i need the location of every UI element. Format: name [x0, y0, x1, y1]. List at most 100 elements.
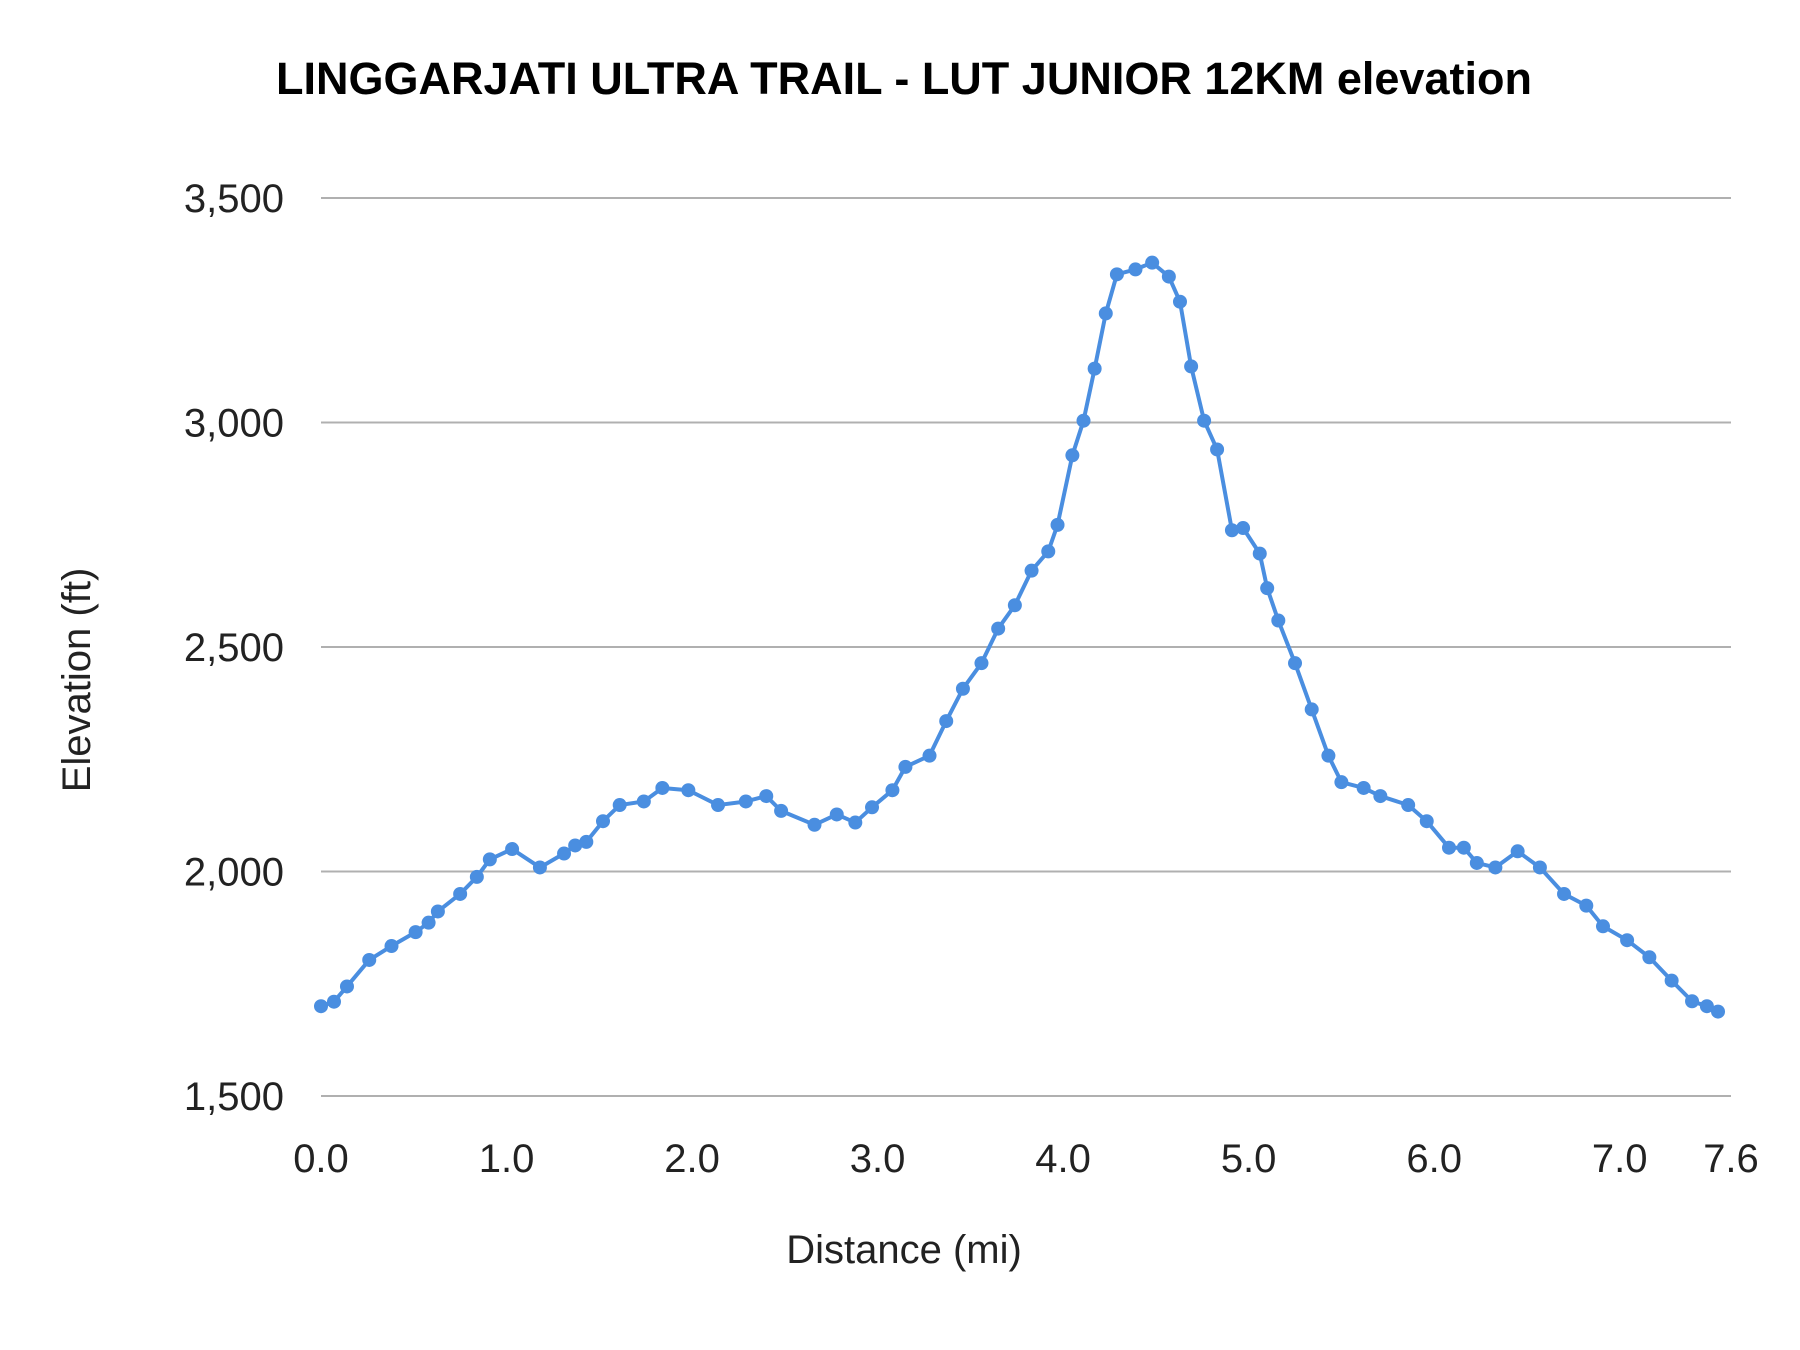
data-point: [636, 794, 651, 809]
data-point: [1109, 267, 1124, 282]
data-point: [1007, 598, 1022, 613]
data-point: [1271, 613, 1286, 628]
data-point: [532, 860, 547, 875]
data-point: [1098, 306, 1113, 321]
data-point: [1210, 442, 1225, 457]
y-tick-labels: 1,500 2,000 2,500 3,000 3,500: [184, 177, 284, 1119]
data-point: [1579, 898, 1594, 913]
series-elevation: [314, 255, 1726, 1019]
data-point: [1356, 780, 1371, 795]
x-tick-label: 7.6: [1703, 1137, 1759, 1181]
data-point: [885, 783, 900, 798]
data-point: [1128, 262, 1143, 277]
data-point: [1172, 294, 1187, 309]
x-tick-label: 2.0: [664, 1137, 720, 1181]
data-point: [1557, 886, 1572, 901]
data-point: [974, 656, 989, 671]
data-point: [1620, 933, 1635, 948]
data-point: [774, 803, 789, 818]
data-point: [1260, 581, 1275, 596]
x-axis-label: Distance (mi): [786, 1228, 1022, 1272]
chart-title: LINGGARJATI ULTRA TRAIL - LUT JUNIOR 12K…: [276, 53, 1532, 104]
data-point: [1664, 973, 1679, 988]
data-point: [362, 952, 377, 967]
x-tick-label: 4.0: [1035, 1137, 1091, 1181]
data-point: [1087, 361, 1102, 376]
data-point: [1024, 563, 1039, 578]
series-line: [320, 260, 1719, 1014]
data-point: [1711, 1004, 1726, 1019]
data-point: [1595, 919, 1610, 934]
data-point: [384, 939, 399, 954]
data-point: [430, 904, 445, 919]
data-point: [922, 748, 937, 763]
y-tick-label: 3,000: [184, 402, 284, 446]
data-point: [1685, 994, 1700, 1009]
data-point: [991, 621, 1006, 636]
data-point: [1469, 855, 1484, 870]
y-tick-label: 2,500: [184, 626, 284, 670]
data-point: [596, 814, 610, 829]
data-point: [939, 714, 954, 729]
data-point: [1184, 359, 1199, 374]
data-point: [807, 817, 822, 832]
x-tick-label: 6.0: [1406, 1137, 1462, 1181]
data-point: [1419, 814, 1434, 829]
data-point: [469, 869, 484, 884]
data-point: [579, 834, 594, 849]
data-point: [655, 780, 670, 795]
data-point: [326, 994, 341, 1009]
data-point: [1252, 546, 1267, 561]
data-point: [1050, 517, 1065, 532]
data-point: [482, 852, 497, 867]
data-point: [1373, 789, 1388, 804]
data-point: [1401, 798, 1416, 813]
y-tick-label: 2,000: [184, 851, 284, 895]
x-tick-label: 5.0: [1221, 1137, 1277, 1181]
data-point: [1442, 840, 1456, 855]
gridlines: [321, 197, 1731, 1097]
data-point: [1076, 413, 1091, 428]
data-point: [759, 789, 774, 804]
data-point: [1532, 860, 1547, 875]
x-tick-labels: 0.0 1.0 2.0 3.0 4.0 5.0 6.0 7.0 7.6: [293, 1137, 1759, 1181]
y-tick-label: 1,500: [184, 1075, 284, 1119]
data-point: [408, 925, 423, 940]
x-tick-label: 1.0: [479, 1137, 535, 1181]
data-point: [829, 807, 844, 822]
data-point: [1642, 950, 1657, 965]
data-point: [1699, 999, 1714, 1014]
x-tick-label: 7.0: [1592, 1137, 1648, 1181]
data-point: [681, 783, 696, 798]
data-point: [339, 979, 354, 994]
y-tick-label: 3,500: [184, 177, 284, 221]
data-point: [1041, 544, 1056, 559]
data-point: [1334, 775, 1349, 790]
data-point: [1510, 844, 1525, 859]
data-point: [421, 915, 436, 930]
data-point: [848, 815, 863, 830]
data-point: [1236, 521, 1251, 536]
data-point: [1321, 748, 1336, 763]
data-point: [898, 759, 913, 774]
x-tick-label: 0.0: [293, 1137, 349, 1181]
data-point: [557, 846, 572, 861]
data-point: [1224, 523, 1239, 538]
data-point: [1065, 448, 1080, 463]
data-point: [1288, 656, 1303, 671]
data-point: [955, 681, 970, 696]
data-point: [568, 838, 583, 853]
data-point: [453, 886, 468, 901]
data-point: [1488, 860, 1503, 875]
data-point: [612, 798, 627, 813]
data-point: [865, 800, 880, 815]
data-point: [314, 999, 328, 1014]
data-point: [1197, 413, 1212, 428]
data-point: [738, 794, 753, 809]
data-point: [1161, 269, 1176, 284]
data-point: [1145, 255, 1160, 270]
y-axis-label: Elevation (ft): [55, 568, 99, 793]
data-point: [1304, 702, 1319, 717]
data-point: [1456, 840, 1471, 855]
